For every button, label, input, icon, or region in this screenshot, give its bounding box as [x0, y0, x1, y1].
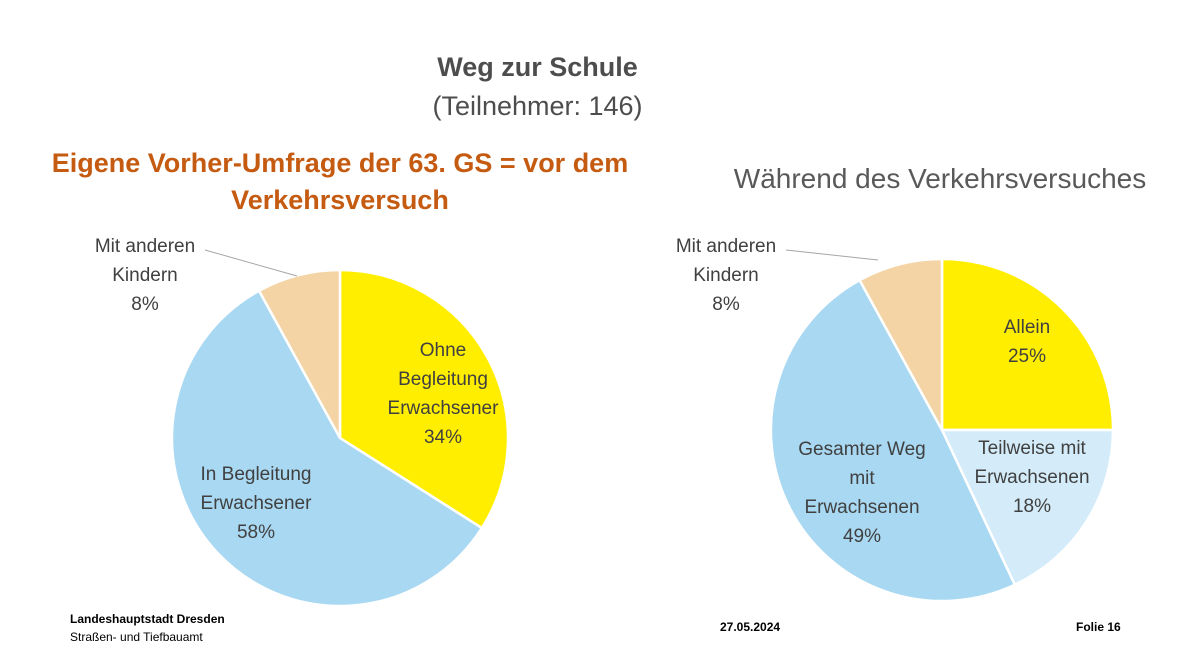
pie2-slice-3 — [769, 278, 1017, 603]
pie2-leader-line — [785, 249, 879, 261]
footer-date: 27.05.2024 — [720, 620, 781, 634]
slide-subtitle: (Teilnehmer: 146) — [432, 91, 643, 121]
pie2-label-4: Mit anderen Kindern 8% — [676, 236, 776, 315]
left-chart-title: Eigene Vorher-Umfrage der 63. GS = vor d… — [51, 148, 629, 215]
pie1-slice-3 — [257, 268, 342, 439]
pie2-slice-4 — [857, 257, 944, 431]
pie2-label-3: Gesamter Weg mit Erwachsenen 49% — [798, 439, 925, 547]
footer-slide-number: Folie 16 — [1076, 620, 1121, 634]
pie1-label-3: Mit anderen Kindern 8% — [95, 236, 195, 315]
pie1-label-2: In Begleitung Erwachsener 58% — [201, 464, 313, 543]
pie2-slice-1 — [940, 257, 1115, 432]
pie1-leader-line — [204, 249, 298, 277]
slide-title: Weg zur Schule — [437, 52, 638, 82]
footer-org: Landeshauptstadt Dresden — [70, 612, 225, 626]
footer-dept: Straßen- und Tiefbauamt — [70, 630, 203, 644]
pie1-slice-2 — [170, 289, 484, 608]
pie2-slice-2 — [940, 428, 1115, 587]
pie1-label-1: Ohne Begleitung Erwachsener 34% — [388, 340, 500, 448]
pie2-label-1: Allein 25% — [1004, 317, 1050, 367]
pie2-label-2: Teilweise mit Erwachsenen 18% — [974, 438, 1089, 517]
right-chart-title: Während des Verkehrsversuches — [733, 163, 1147, 194]
